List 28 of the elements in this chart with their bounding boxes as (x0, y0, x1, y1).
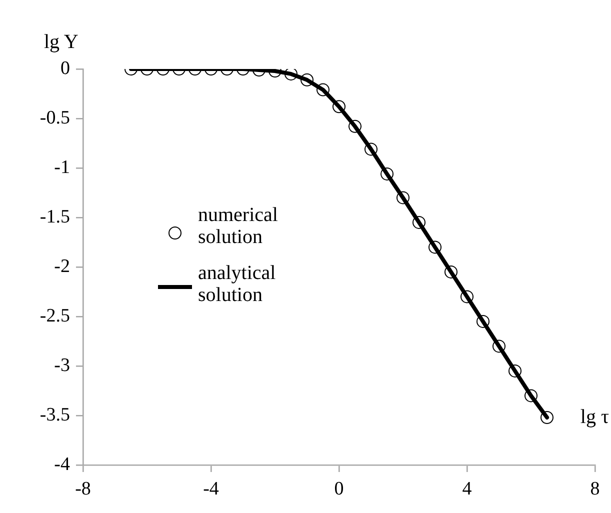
point (460, 290, 474, 304)
y-tick-label: -2.5 (40, 305, 70, 326)
x-tick-label: 4 (462, 478, 472, 500)
x-tick-label: -4 (203, 478, 220, 500)
y-tick-label: -0.5 (40, 107, 70, 128)
point (508, 364, 522, 378)
y-axis-title: lg Y (44, 31, 78, 53)
point (412, 216, 426, 229)
point (476, 314, 490, 328)
x-tick-label: -8 (75, 478, 91, 500)
point (444, 265, 458, 278)
legend-label: numerical solution (198, 204, 278, 248)
y-tick-label: -3.5 (40, 404, 70, 426)
y-tick-label: -1 (54, 156, 70, 178)
x-axis-title: lg τ (580, 406, 609, 428)
point (524, 389, 538, 402)
point (540, 410, 554, 424)
y-tick-label: -3 (54, 354, 70, 376)
point (492, 340, 506, 353)
x-tick-label: 0 (334, 478, 344, 500)
x-tick-label: 8 (590, 478, 600, 500)
legend-label: analytical solution (198, 262, 276, 306)
point (428, 240, 442, 254)
y-tick-label: -4 (54, 454, 70, 475)
y-tick-label: -2 (54, 256, 70, 277)
y-tick-label: -1.5 (40, 206, 70, 228)
point (396, 191, 410, 204)
y-tick-label: 0 (60, 58, 70, 79)
